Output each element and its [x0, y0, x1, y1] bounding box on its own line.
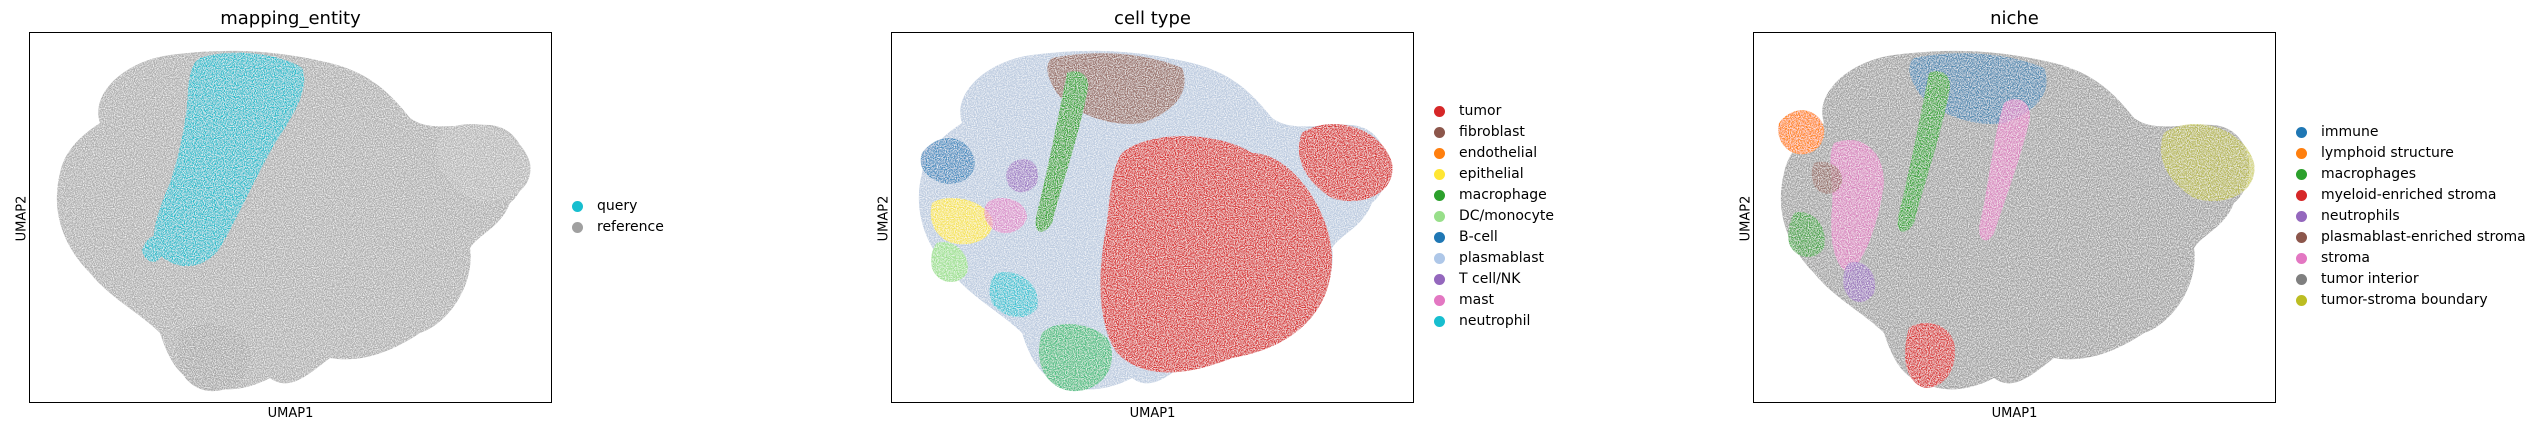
legend-marker: [2296, 294, 2307, 306]
niche-clusters: [1778, 50, 2255, 390]
legend: query reference: [572, 196, 772, 256]
legend-item-query: query: [572, 196, 637, 216]
legend-marker: [1434, 315, 1445, 327]
legend-item-plasmablast: plasmablast: [1434, 248, 1544, 268]
legend-marker: [2296, 126, 2307, 138]
legend-marker: [572, 221, 583, 233]
plot-area: [1753, 32, 2276, 403]
y-axis-label: UMAP2: [876, 195, 892, 242]
legend-item-epithelial: epithelial: [1434, 164, 1524, 184]
umap-scatter: [1778, 50, 2255, 390]
legend-marker: [1434, 168, 1445, 180]
legend-label: DC/monocyte: [1459, 208, 1554, 224]
legend-label: tumor-stroma boundary: [2321, 292, 2488, 308]
legend-item-endothelial: endothelial: [1434, 143, 1537, 163]
legend-item-reference: reference: [572, 217, 664, 237]
chart-title: mapping_entity: [220, 8, 361, 29]
legend-marker: [1434, 294, 1445, 306]
legend-item-mast: mast: [1434, 290, 1494, 310]
legend-label: macrophages: [2321, 166, 2417, 182]
legend-label: neutrophils: [2321, 208, 2400, 224]
legend-marker: [2296, 210, 2307, 222]
panel-niche: niche: [1724, 0, 2542, 431]
legend-item-fibroblast: fibroblast: [1434, 122, 1525, 142]
legend-label: tumor: [1459, 103, 1502, 119]
legend-item-tumor-stroma-boundary: tumor-stroma boundary: [2296, 290, 2488, 310]
chart-title: niche: [1990, 8, 2039, 29]
legend-item-tumor: tumor: [1434, 101, 1501, 121]
legend-marker: [2296, 252, 2307, 264]
legend-marker: [572, 200, 583, 212]
legend-item-macrophage: macrophage: [1434, 185, 1547, 205]
x-axis-label: UMAP1: [1991, 406, 2038, 421]
legend: immune lymphoid structure macrophages my…: [2296, 122, 2536, 322]
legend: tumor fibroblast endothelial epithelial …: [1434, 101, 1654, 341]
legend-label: fibroblast: [1459, 124, 1525, 140]
legend-label: immune: [2321, 124, 2379, 140]
legend-label: endothelial: [1459, 145, 1538, 161]
x-axis-label: UMAP1: [267, 406, 314, 421]
legend-item-lymphoid-structure: lymphoid structure: [2296, 143, 2454, 163]
panel-mapping-entity: mapping_entity UMAP1 UMAP2: [0, 0, 800, 431]
panel-cell-type: cell type: [862, 0, 1662, 431]
legend-label: mast: [1459, 292, 1494, 308]
legend-label: stroma: [2321, 250, 2371, 266]
cell-type-clusters: [918, 50, 1393, 392]
legend-label: plasmablast: [1459, 250, 1545, 266]
legend-label: macrophage: [1459, 187, 1547, 203]
legend-label: lymphoid structure: [2321, 145, 2454, 161]
legend-marker: [2296, 168, 2307, 180]
legend-label: neutrophil: [1459, 313, 1531, 329]
legend-marker: [1434, 147, 1445, 159]
legend-marker: [1434, 126, 1445, 138]
legend-label: myeloid-enriched stroma: [2321, 187, 2497, 203]
plot-area: [891, 32, 1414, 403]
legend-item-immune: immune: [2296, 122, 2379, 142]
legend-marker: [1434, 105, 1445, 117]
legend-marker: [1434, 231, 1445, 243]
legend-label: plasmablast-enriched stroma: [2321, 229, 2526, 245]
legend-marker: [1434, 189, 1445, 201]
umap-scatter: [56, 50, 531, 392]
y-axis-label: UMAP2: [14, 195, 30, 242]
legend-item-macrophages: macrophages: [2296, 164, 2416, 184]
legend-marker: [2296, 273, 2307, 285]
plot-area: [29, 32, 552, 403]
legend-item-stroma: stroma: [2296, 248, 2370, 268]
y-axis-label: UMAP2: [1738, 195, 1754, 242]
legend-item-myeloid-enriched-stroma: myeloid-enriched stroma: [2296, 185, 2497, 205]
legend-label: tumor interior: [2321, 271, 2419, 287]
legend-marker: [2296, 231, 2307, 243]
umap-scatter: [918, 50, 1393, 392]
chart-title: cell type: [1114, 8, 1191, 29]
legend-item-tumor-interior: tumor interior: [2296, 269, 2419, 289]
legend-item-neutrophil: neutrophil: [1434, 311, 1530, 331]
legend-label: B-cell: [1459, 229, 1498, 245]
reference-cloud: [56, 50, 531, 392]
legend-item-plasmablast-enriched-stroma: plasmablast-enriched stroma: [2296, 227, 2526, 247]
legend-item-dc-monocyte: DC/monocyte: [1434, 206, 1554, 226]
legend-label: query: [597, 198, 638, 214]
legend-label: T cell/NK: [1459, 271, 1521, 287]
legend-item-b-cell: B-cell: [1434, 227, 1498, 247]
legend-label: epithelial: [1459, 166, 1524, 182]
legend-marker: [2296, 147, 2307, 159]
legend-marker: [1434, 252, 1445, 264]
x-axis-label: UMAP1: [1129, 406, 1176, 421]
legend-item-t-cell-nk: T cell/NK: [1434, 269, 1520, 289]
legend-marker: [1434, 210, 1445, 222]
query-band: [142, 52, 305, 267]
legend-marker: [1434, 273, 1445, 285]
legend-marker: [2296, 189, 2307, 201]
legend-label: reference: [597, 219, 664, 235]
legend-item-neutrophils: neutrophils: [2296, 206, 2400, 226]
